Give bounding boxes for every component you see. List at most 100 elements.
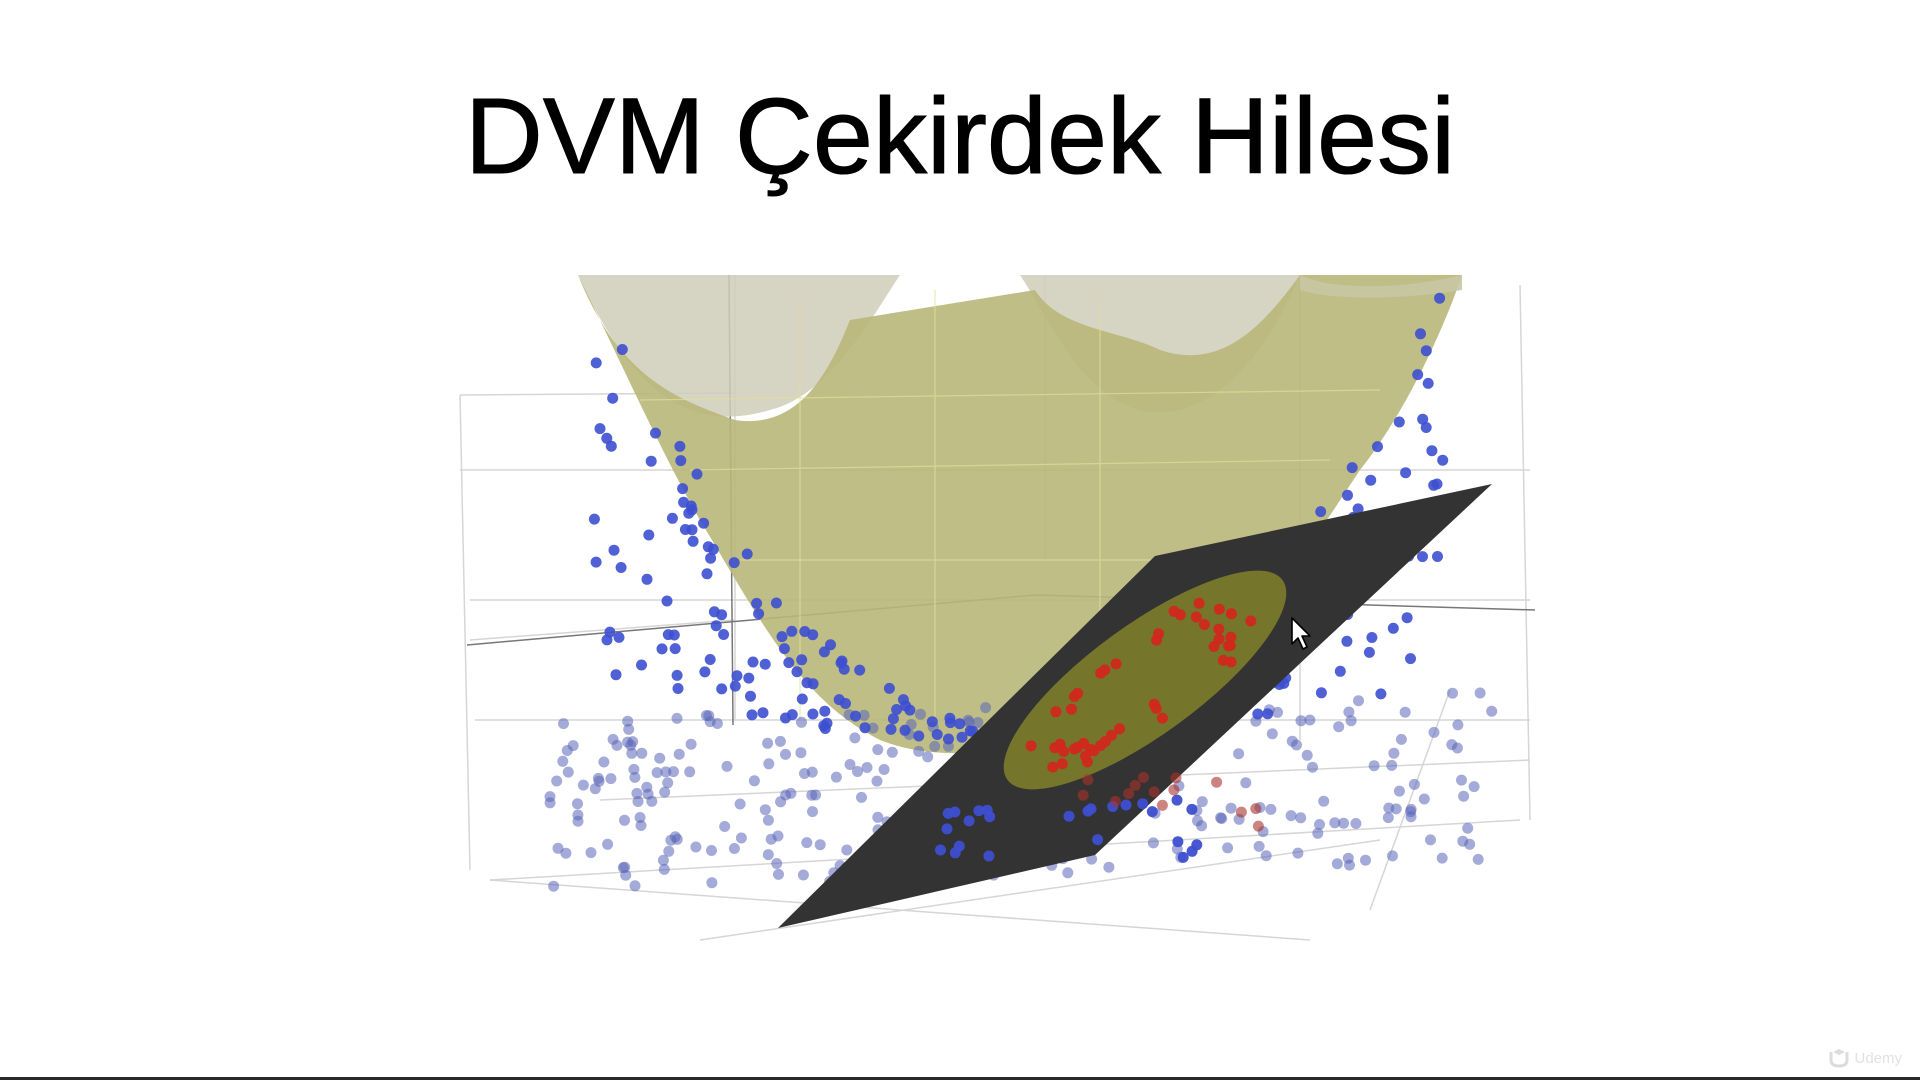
projected-point	[922, 751, 934, 763]
projected-point	[1295, 715, 1307, 727]
lifted-point	[887, 713, 899, 725]
projected-point	[1458, 790, 1470, 802]
lifted-point	[1366, 632, 1378, 643]
projected-point	[1338, 817, 1349, 829]
projected-point	[561, 745, 573, 756]
lifted-point	[931, 729, 943, 740]
projected-point	[780, 789, 792, 801]
lifted-point	[745, 690, 756, 702]
lifted-point	[1315, 687, 1327, 699]
projected-point	[774, 735, 786, 747]
projected-point	[1418, 793, 1430, 805]
plane-point	[1120, 799, 1132, 811]
lifted-point	[807, 678, 819, 690]
lifted-point	[899, 724, 911, 736]
projected-point	[972, 717, 984, 728]
projected-point	[871, 775, 883, 787]
projected-point	[685, 738, 697, 750]
projected-point	[1062, 867, 1074, 879]
lifted-point	[743, 672, 755, 684]
red-point	[1156, 712, 1168, 724]
lifted-point	[678, 496, 690, 508]
lifted-point	[891, 704, 903, 715]
lifted-point	[1417, 413, 1429, 425]
lifted-point	[601, 432, 613, 444]
red-point	[1245, 615, 1257, 627]
projected-point	[915, 708, 926, 720]
plane-point	[1186, 803, 1198, 815]
projected-point	[622, 715, 634, 727]
projected-point	[1395, 733, 1407, 745]
projected-point	[1233, 748, 1245, 760]
lifted-point	[859, 722, 871, 734]
projected-point	[1304, 714, 1316, 726]
projected-point	[1360, 854, 1371, 866]
lifted-point	[1375, 688, 1387, 700]
red-floor-point	[1250, 803, 1262, 815]
lifted-point	[956, 731, 968, 743]
lifted-point	[1341, 635, 1353, 647]
projected-point	[1240, 777, 1252, 789]
projected-point	[572, 798, 583, 810]
projected-point	[1103, 861, 1115, 873]
projected-point	[1291, 739, 1302, 751]
red-floor-point	[1082, 774, 1094, 786]
lifted-point	[753, 608, 765, 620]
projected-point	[562, 766, 574, 778]
projected-point	[807, 806, 818, 818]
projected-point	[1446, 739, 1458, 751]
red-floor-point	[1235, 806, 1247, 818]
projected-point	[856, 791, 867, 803]
projected-point	[684, 766, 696, 778]
projected-point	[662, 777, 674, 789]
projected-point	[623, 723, 635, 735]
projected-point	[663, 845, 675, 857]
lifted-point	[677, 483, 689, 495]
plane-point	[1063, 810, 1075, 822]
red-floor-point	[1148, 786, 1160, 798]
projected-point	[1265, 803, 1277, 815]
projected-point	[628, 763, 640, 775]
red-floor-point	[1109, 795, 1121, 807]
lifted-point	[1393, 416, 1405, 428]
projected-point	[728, 843, 740, 854]
projected-point	[734, 798, 746, 810]
red-point	[1213, 603, 1225, 615]
lifted-point	[728, 557, 740, 569]
lifted-point	[1434, 292, 1446, 304]
lifted-point	[683, 507, 695, 519]
plane-point	[942, 807, 954, 819]
projected-point	[629, 771, 641, 783]
projected-point	[1388, 747, 1400, 759]
projected-point	[1468, 781, 1480, 793]
projected-point	[605, 773, 617, 785]
projected-point	[1272, 706, 1283, 718]
lifted-point	[796, 654, 808, 666]
projected-point	[1447, 687, 1458, 699]
projected-point	[1472, 853, 1484, 865]
projected-point	[801, 837, 813, 849]
lifted-point	[783, 657, 795, 669]
projected-point	[1474, 687, 1486, 699]
lifted-point	[701, 568, 713, 580]
projected-point	[1383, 802, 1395, 814]
projected-point	[622, 736, 634, 748]
lifted-point	[707, 543, 719, 555]
projected-point	[607, 733, 619, 745]
lifted-point	[607, 392, 619, 404]
projected-point	[1343, 706, 1355, 718]
projected-point	[1215, 812, 1227, 824]
projected-point	[577, 779, 589, 791]
plane-blue-points	[935, 794, 1203, 863]
projected-point	[706, 845, 717, 856]
lifted-point	[819, 723, 831, 734]
projected-point	[631, 787, 643, 799]
projected-point	[849, 732, 861, 744]
lifted-point	[1420, 422, 1432, 433]
lifted-point	[746, 709, 758, 721]
lifted-point	[604, 626, 616, 638]
lifted-point	[791, 666, 803, 678]
red-point	[1025, 740, 1037, 752]
projected-point	[1436, 852, 1448, 864]
red-floor-point	[1168, 784, 1180, 796]
